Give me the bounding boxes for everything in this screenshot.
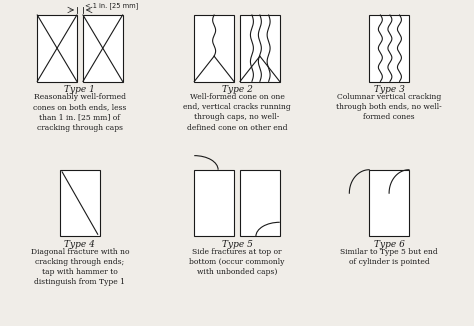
Polygon shape: [194, 15, 234, 82]
Text: Diagonal fracture with no
cracking through ends;
tap with hammer to
distinguish : Diagonal fracture with no cracking throu…: [31, 248, 129, 287]
Polygon shape: [194, 170, 234, 236]
Text: Type 5: Type 5: [221, 240, 253, 249]
Polygon shape: [60, 170, 100, 236]
Text: Well-formed cone on one
end, vertical cracks running
through caps, no well-
defi: Well-formed cone on one end, vertical cr…: [183, 93, 291, 132]
Text: < 1 in. [25 mm]: < 1 in. [25 mm]: [85, 2, 138, 9]
Text: Type 2: Type 2: [221, 85, 253, 95]
Text: Type 6: Type 6: [374, 240, 404, 249]
Text: Type 1: Type 1: [64, 85, 95, 95]
Polygon shape: [240, 170, 280, 236]
Text: Columnar vertical cracking
through both ends, no well-
formed cones: Columnar vertical cracking through both …: [336, 93, 442, 122]
Polygon shape: [369, 170, 409, 236]
Polygon shape: [240, 15, 280, 82]
Text: Type 3: Type 3: [374, 85, 404, 95]
Text: Side fractures at top or
bottom (occur commonly
with unbonded caps): Side fractures at top or bottom (occur c…: [189, 248, 285, 276]
Text: Similar to Type 5 but end
of cylinder is pointed: Similar to Type 5 but end of cylinder is…: [340, 248, 438, 266]
Text: Type 4: Type 4: [64, 240, 95, 249]
Polygon shape: [37, 15, 77, 82]
Polygon shape: [369, 15, 409, 82]
Text: Reasonably well-formed
cones on both ends, less
than 1 in. [25 mm] of
cracking t: Reasonably well-formed cones on both end…: [33, 93, 127, 132]
Polygon shape: [83, 15, 123, 82]
